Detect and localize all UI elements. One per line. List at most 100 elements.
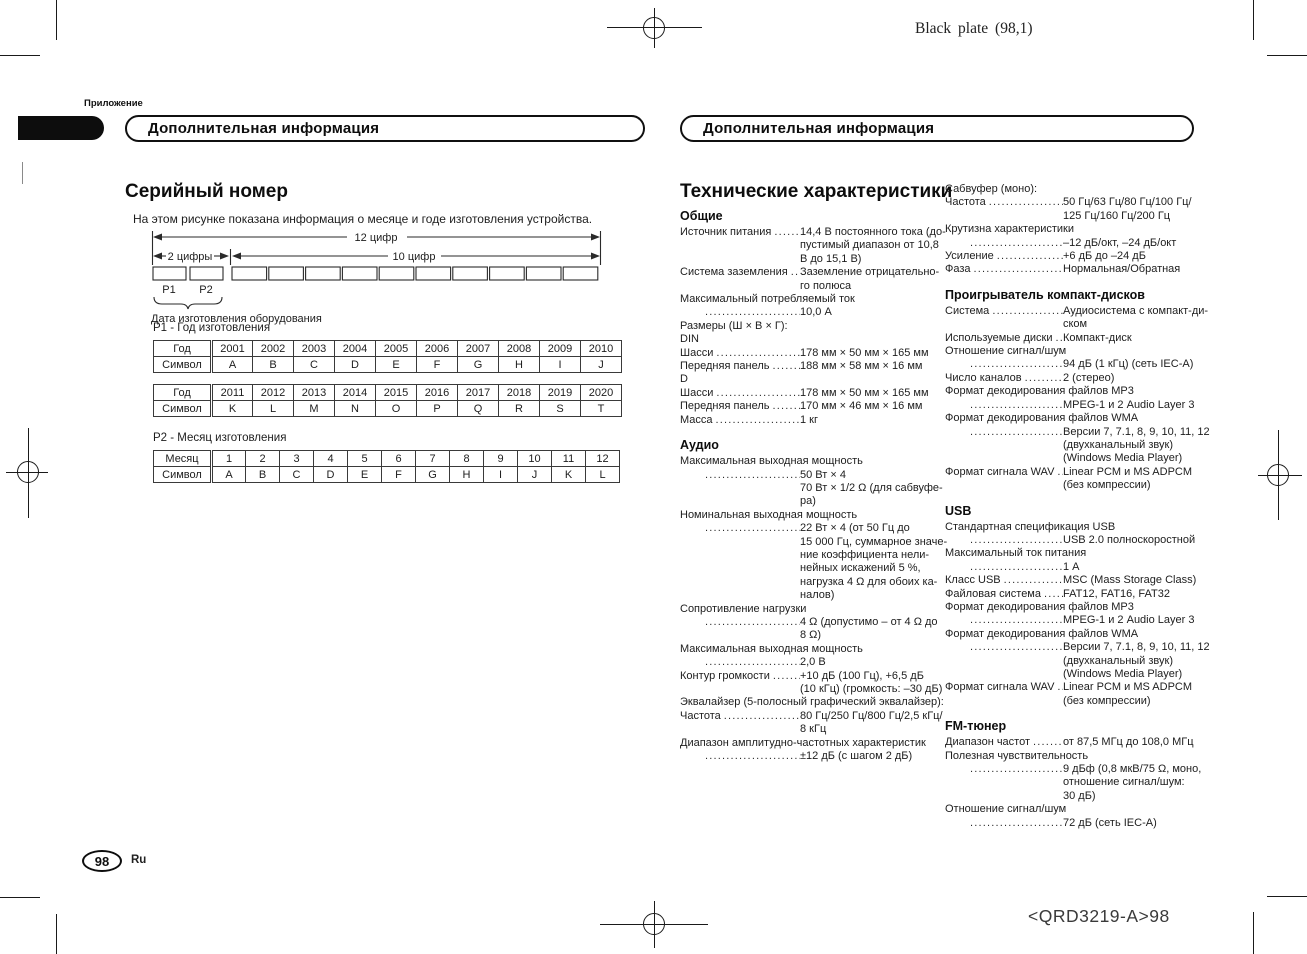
table-cell: 2011 bbox=[211, 384, 253, 401]
spec-label: Контур громкости bbox=[680, 669, 770, 682]
spec-label: Класс USB bbox=[945, 574, 1001, 587]
table-cell: 8 bbox=[449, 450, 484, 467]
table-cell: J bbox=[580, 356, 622, 373]
spec-label: Частота bbox=[945, 196, 986, 209]
table-row: Год 2001 2002 2003 2004 2005 2006 2007 2008 2009 2… bbox=[153, 340, 622, 357]
spec-value: FAT12, FAT16, FAT32 bbox=[1063, 587, 1170, 600]
spec-value: MPEG-1 и 2 Audio Layer 3 bbox=[1063, 398, 1195, 411]
dot-leader bbox=[702, 616, 800, 629]
spec-label: Отношение сигнал/шум bbox=[945, 803, 1067, 816]
spec-row: 94 дБ (1 кГц) (сеть IEC-A) bbox=[945, 358, 1197, 371]
table-cell: 2002 bbox=[252, 340, 294, 357]
diagram-date-label: Дата изготовления оборудования bbox=[151, 313, 322, 325]
dot-leader bbox=[770, 400, 800, 413]
dot-leader bbox=[967, 534, 1063, 547]
spec-value: 1 кг bbox=[800, 413, 818, 426]
spec-row: 10,0 А bbox=[680, 306, 942, 319]
table-cell: 2004 bbox=[334, 340, 376, 357]
spec-row: Версии 7, 7.1, 8, 9, 10, 11, 12 (двухкан… bbox=[945, 641, 1210, 681]
language-label: Ru bbox=[131, 854, 147, 866]
spec-row: 4 Ω (допустимо – от 4 Ω до 8 Ω) bbox=[680, 616, 942, 643]
table-cell: F bbox=[416, 356, 458, 373]
table-cell: L bbox=[585, 466, 620, 483]
dot-leader bbox=[1054, 681, 1063, 694]
table-cell: B bbox=[245, 466, 280, 483]
spec-value: 50 Вт × 4 70 Вт × 1/2 Ω (для сабвуфе- ра… bbox=[800, 468, 943, 508]
spec-value: 2,0 В bbox=[800, 656, 826, 669]
spec-value: MPEG-1 и 2 Audio Layer 3 bbox=[1063, 614, 1195, 627]
spec-label: Число каналов bbox=[945, 371, 1022, 384]
spec-label: Фаза bbox=[945, 263, 971, 276]
spec-value: Версии 7, 7.1, 8, 9, 10, 11, 12 (двухкан… bbox=[1063, 641, 1210, 680]
spec-value: Компакт-диск bbox=[1063, 331, 1132, 344]
spec-label: Шасси bbox=[680, 346, 714, 359]
table-cell: 2001 bbox=[211, 340, 253, 357]
dot-leader bbox=[702, 656, 800, 669]
table-cell: 2009 bbox=[539, 340, 581, 357]
spec-label: Диапазон амплитудно-частотных характерис… bbox=[680, 736, 926, 749]
spec-value: 22 Вт × 4 (от 50 Гц до 15 000 Гц, суммар… bbox=[800, 522, 948, 602]
spec-row: Усиление +6 дБ до –24 дБ bbox=[945, 250, 1197, 263]
spec-plain-line: Сабвуфер (моно): bbox=[945, 183, 1038, 195]
spec-value: Linear PCM и MS ADPCM (без компрессии) bbox=[1063, 465, 1193, 492]
table-cell: G bbox=[415, 466, 450, 483]
table-row-label: Год bbox=[153, 384, 213, 401]
dot-leader bbox=[1052, 332, 1063, 345]
spec-row: Диапазон частот от 87,5 МГц до 108,0 МГц bbox=[945, 736, 1197, 749]
spec-label: Крутизна характеристики bbox=[945, 223, 1074, 236]
table-row-label: Символ bbox=[153, 400, 213, 417]
table-cell: C bbox=[279, 466, 314, 483]
table-cell: N bbox=[334, 400, 376, 417]
dot-leader bbox=[788, 266, 800, 279]
spec-row: Версии 7, 7.1, 8, 9, 10, 11, 12 (двухкан… bbox=[945, 426, 1210, 466]
table-cell: H bbox=[498, 356, 540, 373]
table-cell: L bbox=[252, 400, 294, 417]
table-cell: M bbox=[293, 400, 335, 417]
spec-section-heading: USB bbox=[945, 503, 972, 518]
spec-value: –12 дБ/окт, –24 дБ/окт bbox=[1063, 236, 1177, 249]
table-cell: 2005 bbox=[375, 340, 417, 357]
spec-row: Система Аудиосистема с компакт-ди- ском bbox=[945, 305, 1208, 332]
dot-leader bbox=[989, 305, 1063, 318]
section-banner-right: Дополнительная информация bbox=[680, 115, 1194, 142]
table-cell: 5 bbox=[347, 450, 382, 467]
spec-label: Отношение сигнал/шум bbox=[945, 345, 1067, 358]
table-cell: 2014 bbox=[334, 384, 376, 401]
table-cell: F bbox=[381, 466, 416, 483]
spec-label: Максимальный потребляемый ток bbox=[680, 293, 855, 306]
corner-crop-mark bbox=[56, 0, 57, 40]
table-cell: K bbox=[211, 400, 253, 417]
dot-leader bbox=[1001, 574, 1063, 587]
spec-label: Масса bbox=[680, 413, 713, 426]
table-cell: H bbox=[449, 466, 484, 483]
spec-value: 1 А bbox=[1063, 560, 1080, 573]
table-row-label: Месяц bbox=[153, 450, 213, 467]
spec-value: Заземление отрицательно- го полюса bbox=[800, 266, 940, 292]
dot-leader bbox=[994, 250, 1063, 263]
spec-label: Используемые диски bbox=[945, 331, 1053, 344]
table-cell: 2012 bbox=[252, 384, 294, 401]
diagram-p2-label: P2 bbox=[199, 284, 212, 296]
table-cell: 9 bbox=[483, 450, 518, 467]
table-cell: D bbox=[334, 356, 376, 373]
dot-leader bbox=[967, 237, 1063, 250]
table-cell: A bbox=[211, 466, 246, 483]
corner-crop-mark bbox=[0, 55, 40, 56]
spec-value: 170 мм × 46 мм × 16 мм bbox=[800, 400, 923, 413]
spec-row: 9 дБф (0,8 мкВ/75 Ω, моно, отношение сиг… bbox=[945, 763, 1201, 803]
diagram-left-label: 2 цифры bbox=[168, 251, 213, 263]
spec-label: Передняя панель bbox=[680, 360, 770, 373]
spec-row: USB 2.0 полноскоростной bbox=[945, 534, 1197, 547]
table-cell: C bbox=[293, 356, 335, 373]
page-number-badge: 98 bbox=[82, 850, 122, 872]
spec-value: +10 дБ (100 Гц), +6,5 дБ (10 кГц) (громк… bbox=[800, 669, 943, 695]
dot-leader bbox=[702, 522, 800, 535]
spec-row: 72 дБ (сеть IEC-A) bbox=[945, 817, 1197, 830]
corner-crop-mark bbox=[1267, 896, 1307, 897]
spec-section-heading: Проигрыватель компакт-дисков bbox=[945, 287, 1145, 302]
spec-label: Диапазон частот bbox=[945, 736, 1031, 749]
spec-row: Шасси 178 мм × 50 мм × 165 мм bbox=[680, 387, 942, 400]
spec-row: Используемые диски Компакт-диск bbox=[945, 332, 1197, 345]
plate-note: Black plate (98,1) bbox=[915, 20, 1033, 37]
chapter-tab bbox=[18, 116, 104, 140]
